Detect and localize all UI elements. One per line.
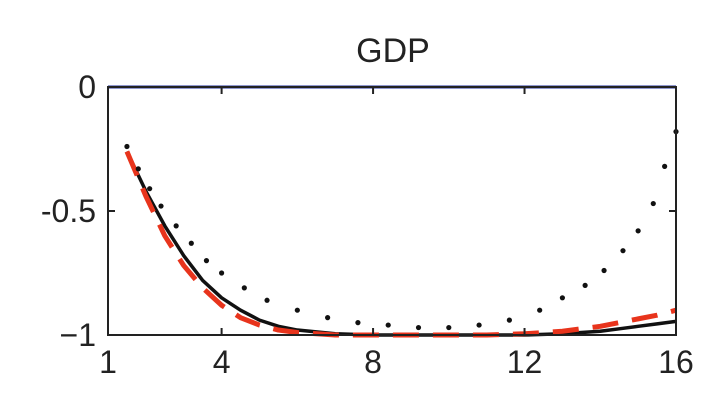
series-1-line bbox=[125, 150, 677, 337]
series-3-point bbox=[124, 143, 130, 150]
y-tick-label: -0.5 bbox=[41, 193, 96, 229]
series-3-point bbox=[158, 203, 164, 209]
series-3-point bbox=[294, 307, 300, 313]
series-3-point bbox=[264, 297, 270, 303]
series-3-point bbox=[650, 200, 656, 207]
series-3-point bbox=[662, 163, 668, 169]
series-3-point bbox=[355, 320, 361, 326]
axes-frame bbox=[107, 86, 677, 336]
series-3-point bbox=[135, 166, 141, 172]
series-3-point bbox=[476, 322, 482, 328]
series-3-point bbox=[415, 324, 422, 331]
series-3-point bbox=[506, 317, 512, 323]
series-3-point bbox=[241, 285, 247, 291]
x-tick-label: 12 bbox=[507, 344, 543, 380]
x-tick-label: 1 bbox=[99, 344, 117, 380]
series-3-point bbox=[635, 228, 641, 234]
series-3-point bbox=[446, 324, 452, 331]
x-tick-label: 8 bbox=[364, 344, 382, 380]
plot-area bbox=[108, 85, 679, 338]
series-3-point bbox=[620, 248, 626, 254]
series-3-point bbox=[147, 186, 153, 192]
series-2-line bbox=[124, 150, 677, 338]
series-3-point bbox=[219, 270, 225, 276]
series-3-point bbox=[385, 322, 391, 328]
series-3-point bbox=[325, 315, 331, 321]
series-3-point bbox=[203, 258, 210, 264]
series-3-point bbox=[188, 240, 194, 246]
x-tick-label: 4 bbox=[213, 344, 231, 380]
chart-title: GDP bbox=[356, 32, 430, 70]
series-3-point bbox=[559, 295, 566, 301]
series-3-point bbox=[537, 307, 543, 313]
y-tick-label: 0 bbox=[78, 69, 96, 105]
y-axis: 0 -0.5 −1 bbox=[41, 69, 676, 353]
x-axis: 1 4 8 12 16 bbox=[99, 87, 694, 380]
series-3-point bbox=[601, 267, 607, 274]
y-tick-label: −1 bbox=[60, 317, 96, 353]
series-3-point bbox=[582, 282, 588, 288]
series-3-point bbox=[173, 223, 179, 229]
x-tick-label: 16 bbox=[658, 344, 694, 380]
